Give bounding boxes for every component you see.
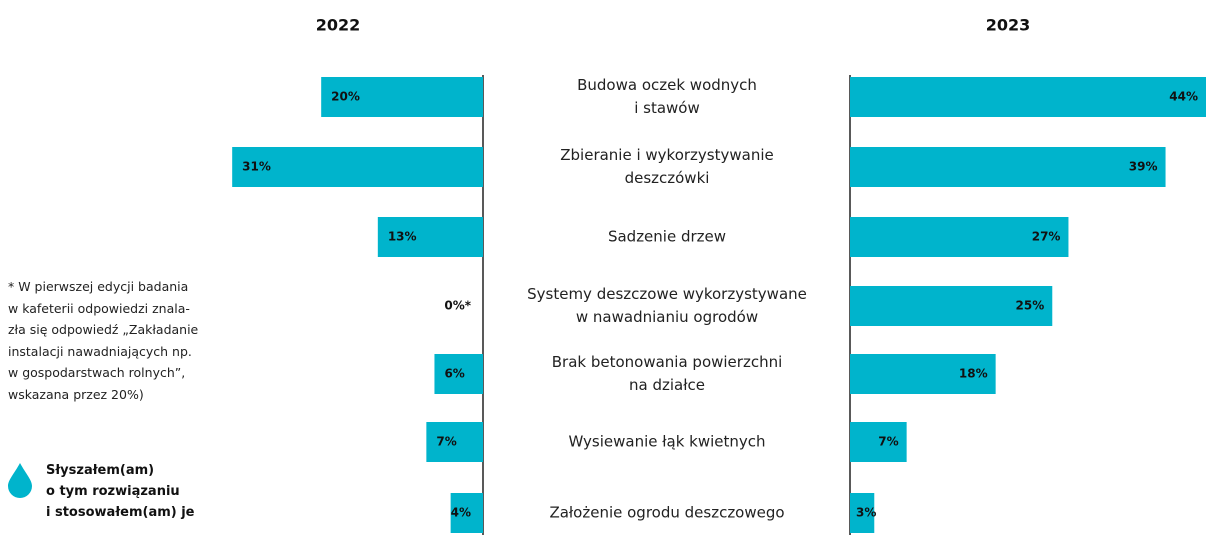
category-label: Budowa oczek wodnych i stawów [577, 76, 757, 117]
legend-label: Słyszałem(am) o tym rozwiązaniu i stosow… [46, 463, 195, 520]
category-label: Systemy deszczowe wykorzystywane w nawad… [527, 285, 807, 326]
category-label: Sadzenie drzew [607, 227, 727, 246]
bar [232, 147, 483, 187]
bar [850, 217, 1069, 257]
value-label: 13% [388, 230, 417, 244]
value-label: 31% [242, 160, 271, 174]
series-header: 2022 [316, 16, 361, 35]
legend-icon [8, 463, 32, 498]
value-label: 25% [1016, 299, 1045, 313]
value-label: 7% [878, 435, 898, 449]
category-label: Założenie ogrodu deszczowego [549, 503, 785, 522]
category-label: Zbieranie i wykorzystywanie deszczówki [560, 146, 774, 187]
value-label: 20% [331, 90, 360, 104]
value-label: 0%* [444, 299, 471, 313]
bar [321, 77, 483, 117]
footnote: * W pierwszej edycji badania w kafeterii… [8, 279, 199, 402]
bar [434, 354, 483, 394]
value-label: 6% [444, 367, 464, 381]
bar [426, 422, 483, 462]
bar [850, 77, 1206, 117]
bar [850, 422, 907, 462]
category-label: Brak betonowania powierzchni na działce [551, 353, 783, 394]
bar [377, 217, 483, 257]
value-label: 7% [436, 435, 456, 449]
value-label: 27% [1032, 230, 1061, 244]
value-label: 4% [451, 506, 471, 520]
bar [850, 493, 875, 533]
bar [850, 147, 1166, 187]
value-label: 18% [959, 367, 988, 381]
bar [450, 493, 483, 533]
category-label: Wysiewanie łąk kwietnych [568, 432, 766, 451]
value-label: 39% [1129, 160, 1158, 174]
value-label: 44% [1169, 90, 1198, 104]
bar [850, 286, 1053, 326]
bar [850, 354, 996, 394]
series-header: 2023 [986, 16, 1031, 35]
value-label: 3% [856, 506, 876, 520]
